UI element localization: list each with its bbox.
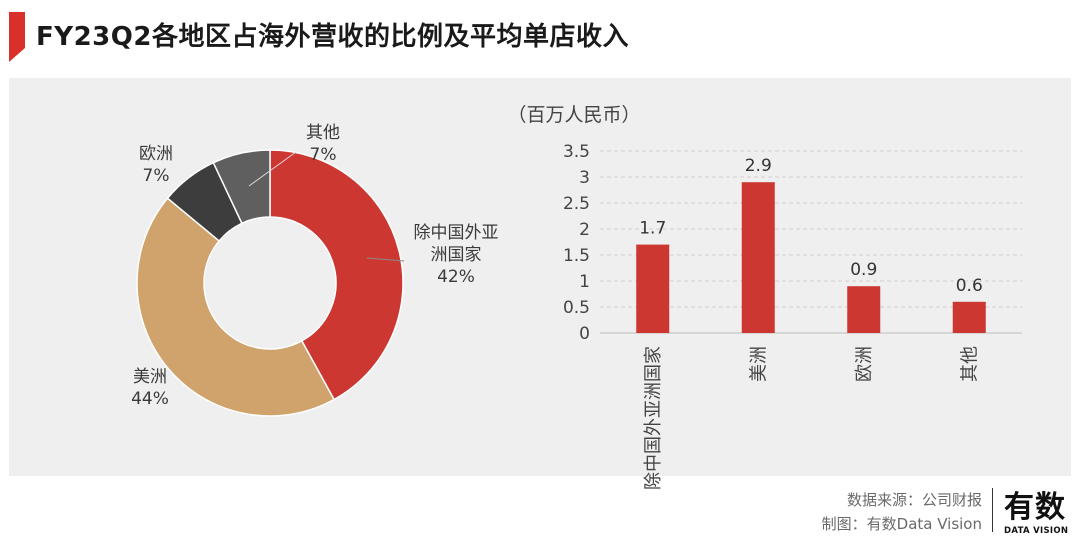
bar-x-tick-label: 美洲 — [748, 346, 769, 382]
donut-leader-line-4 — [248, 151, 297, 187]
bar-y-tick-label: 3.5 — [563, 142, 590, 162]
bar-value-label: 0.9 — [850, 260, 877, 280]
bar-y-tick-label: 3 — [579, 168, 590, 188]
bar-2 — [741, 182, 775, 333]
bar-chart: （百万人民币） 0 0.5 1 1.5 2 2.5 3 3.5 1.7 除中国外亚洲国家 2.9 美洲… — [507, 104, 1022, 490]
bar-y-tick-label: 1.5 — [563, 246, 590, 266]
bar-y-tick-label: 0 — [579, 324, 590, 344]
footer-credit: 制图：有数Data Vision — [821, 515, 982, 533]
brand-logo-subtitle: DATA VISION — [1004, 526, 1069, 536]
bar-y-tick-label: 2 — [579, 220, 590, 240]
donut-label-2: 美洲 44% — [131, 367, 169, 409]
bar-value-label: 1.7 — [639, 219, 666, 239]
donut-slice-2 — [136, 197, 336, 417]
donut-slice-1 — [269, 149, 404, 401]
bar-value-label: 0.6 — [956, 276, 983, 296]
bar-y-tick-label: 1 — [579, 272, 590, 292]
bar-value-label: 2.9 — [745, 156, 772, 176]
bar-x-tick-label: 除中国外亚洲国家 — [643, 346, 664, 490]
footer-source: 数据来源：公司财报 — [846, 491, 982, 509]
donut-slice-4 — [212, 149, 271, 225]
bar-3 — [847, 286, 881, 333]
donut-label-3: 欧洲 7% — [139, 144, 173, 186]
bar-y-tick-label: 2.5 — [563, 194, 590, 214]
donut-chart: 除中国外亚洲国家 42% 美洲 44% 欧洲 7% 其他 7% — [131, 123, 499, 417]
bar-y-tick-label: 0.5 — [563, 298, 590, 318]
donut-label-1: 除中国外亚洲国家 42% — [414, 223, 499, 287]
bar-1 — [636, 244, 670, 333]
page-title: FY23Q2各地区占海外营收的比例及平均单店收入 — [36, 22, 629, 52]
bar-x-tick-label: 欧洲 — [854, 346, 875, 382]
bar-x-tick-label: 其他 — [959, 346, 980, 382]
bar-4 — [952, 301, 986, 333]
footer-divider — [992, 488, 993, 532]
donut-leader-line-1 — [366, 257, 405, 262]
donut-label-4: 其他 7% — [306, 123, 340, 165]
title-accent-bar — [9, 12, 25, 62]
brand-logo: 有数 — [1004, 490, 1066, 525]
bar-unit-label: （百万人民币） — [507, 104, 640, 126]
